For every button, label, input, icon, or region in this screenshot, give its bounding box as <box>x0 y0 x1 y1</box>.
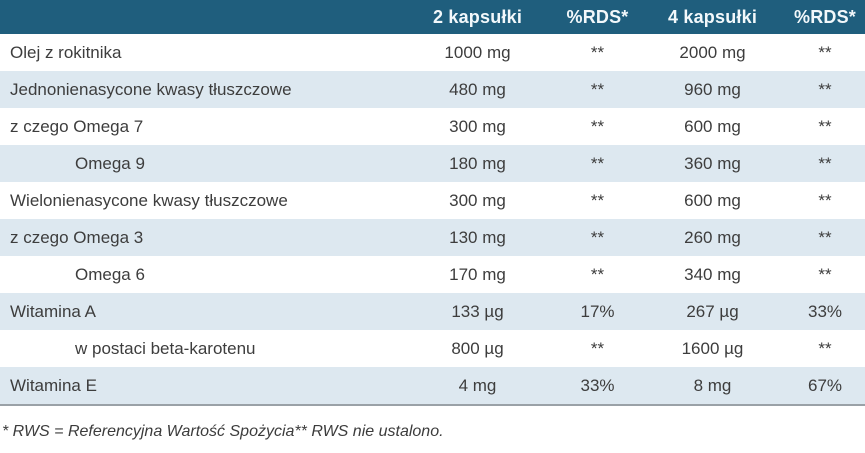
rds-2caps-cell: ** <box>590 42 605 62</box>
amount-2caps-cell: 170 mg <box>449 264 506 284</box>
rds-4caps-cell: ** <box>818 190 832 210</box>
ingredient-label: Jednonienasycone kwasy tłuszczowe <box>10 79 292 99</box>
rds-4caps-cell: ** <box>818 153 832 173</box>
rds-4caps-cell: ** <box>818 116 832 136</box>
ingredient-label: Witamina A <box>10 301 96 321</box>
rds-4caps-cell: ** <box>818 264 832 284</box>
table-header-row: 2 kapsułki %RDS* 4 kapsułki %RDS* <box>0 0 865 34</box>
table-body: Olej z rokitnika 1000 mg ** 2000 mg ** Jednon… <box>0 34 865 404</box>
amount-4caps-cell: 600 mg <box>684 116 741 136</box>
table-row: z czego Omega 3 130 mg ** 260 mg ** <box>0 219 865 256</box>
amount-2caps-cell: 130 mg <box>449 227 506 247</box>
table-row: Jednonienasycone kwasy tłuszczowe 480 mg *… <box>0 71 865 108</box>
table-header: 2 kapsułki %RDS* 4 kapsułki %RDS* <box>0 0 865 34</box>
column-header-4-capsules: 4 kapsułki <box>640 0 785 34</box>
divider <box>0 404 865 406</box>
amount-2caps-cell: 133 µg <box>451 301 504 321</box>
ingredient-label: Omega 6 <box>75 264 145 284</box>
amount-4caps-cell: 2000 mg <box>679 42 746 62</box>
amount-4caps-cell: 1600 µg <box>681 338 744 358</box>
amount-4caps-cell: 267 µg <box>686 301 739 321</box>
table-row: Omega 6 170 mg ** 340 mg ** <box>0 256 865 293</box>
amount-4caps-cell: 340 mg <box>684 264 741 284</box>
rds-2caps-cell: ** <box>590 338 605 358</box>
rds-4caps-cell: ** <box>818 227 832 247</box>
amount-2caps-cell: 180 mg <box>449 153 506 173</box>
rds-2caps-cell: ** <box>590 79 605 99</box>
rds-2caps-cell: ** <box>590 264 605 284</box>
amount-2caps-cell: 1000 mg <box>444 42 511 62</box>
table-row: Witamina E 4 mg 33% 8 mg 67% <box>0 367 865 404</box>
rds-2caps-cell: ** <box>590 153 605 173</box>
rds-2caps-cell: ** <box>590 190 605 210</box>
supplement-facts-table: 2 kapsułki %RDS* 4 kapsułki %RDS* Olej z… <box>0 0 865 404</box>
rds-4caps-cell: ** <box>818 42 832 62</box>
amount-2caps-cell: 300 mg <box>449 116 506 136</box>
amount-4caps-cell: 8 mg <box>693 375 732 395</box>
amount-4caps-cell: 360 mg <box>684 153 741 173</box>
amount-4caps-cell: 260 mg <box>684 227 741 247</box>
column-header-rds-4: %RDS* <box>785 0 865 34</box>
table-row: z czego Omega 7 300 mg ** 600 mg ** <box>0 108 865 145</box>
ingredient-label: w postaci beta-karotenu <box>75 338 256 358</box>
table-row: Witamina A 133 µg 17% 267 µg 33% <box>0 293 865 330</box>
amount-2caps-cell: 4 mg <box>458 375 497 395</box>
column-header-rds-2: %RDS* <box>555 0 640 34</box>
ingredient-label: Olej z rokitnika <box>10 42 122 62</box>
rds-4caps-cell: 67% <box>807 375 843 395</box>
table-row: Olej z rokitnika 1000 mg ** 2000 mg ** <box>0 34 865 71</box>
amount-2caps-cell: 480 mg <box>449 79 506 99</box>
rds-2caps-cell: 33% <box>580 375 615 395</box>
table-row: w postaci beta-karotenu 800 µg ** 1600 µg ** <box>0 330 865 367</box>
amount-4caps-cell: 960 mg <box>684 79 741 99</box>
table-row: Omega 9 180 mg ** 360 mg ** <box>0 145 865 182</box>
ingredient-label: Witamina E <box>10 375 97 395</box>
amount-2caps-cell: 300 mg <box>449 190 506 210</box>
table-row: Wielonienasycone kwasy tłuszczowe 300 mg *… <box>0 182 865 219</box>
rds-4caps-cell: 33% <box>807 301 843 321</box>
amount-2caps-cell: 800 µg <box>451 338 504 358</box>
ingredient-label: z czego Omega 7 <box>10 116 144 136</box>
rds-4caps-cell: ** <box>818 338 832 358</box>
rds-2caps-cell: ** <box>590 227 605 247</box>
rds-2caps-cell: ** <box>590 116 605 136</box>
rds-2caps-cell: 17% <box>580 301 615 321</box>
footnote: * RWS = Referencyjna Wartość Spożycia** … <box>2 423 444 440</box>
ingredient-label: Wielonienasycone kwasy tłuszczowe <box>10 190 288 210</box>
product-column-header <box>0 0 400 34</box>
ingredient-label: z czego Omega 3 <box>10 227 144 247</box>
ingredient-label: Omega 9 <box>75 153 145 173</box>
rds-4caps-cell: ** <box>818 79 832 99</box>
column-header-2-capsules: 2 kapsułki <box>400 0 555 34</box>
amount-4caps-cell: 600 mg <box>684 190 741 210</box>
